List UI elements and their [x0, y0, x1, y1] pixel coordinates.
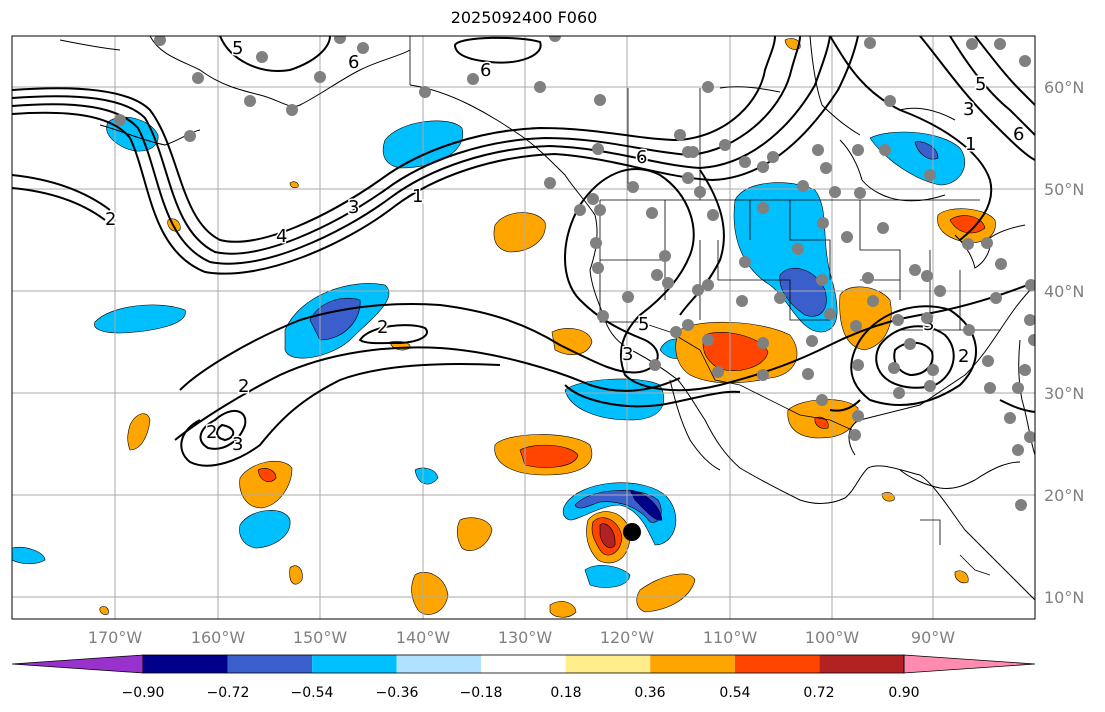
contour-label: 6: [480, 60, 491, 81]
contour-label: 2: [377, 317, 388, 338]
colorbar-tick: 0.90: [888, 685, 919, 701]
colorbar: [11, 654, 1036, 674]
contour-labels: 5 6 6 1 2 3 4 2 2 3 2 3 5 6 5 3 1 3 2 6: [104, 37, 1026, 457]
contour-label: 3: [963, 99, 974, 120]
colorbar-tick: 0.18: [550, 685, 581, 701]
colorbar-tick: −0.18: [460, 685, 503, 701]
station-dots: [114, 36, 1035, 511]
contour-label: 3: [622, 344, 633, 365]
longitude-labels: 170°W 160°W 150°W 140°W 130°W 120°W 110°…: [88, 628, 955, 647]
coastlines: [59, 36, 1035, 601]
lon-label: 160°W: [191, 628, 246, 647]
colorbar-segment: [734, 655, 820, 673]
contour-label: 2: [238, 376, 249, 397]
contour-label: 5: [232, 38, 243, 59]
colorbar-tick: 0.72: [803, 685, 834, 701]
lon-label: 120°W: [600, 628, 655, 647]
colorbar-tick: 0.54: [719, 685, 750, 701]
lat-label: 30°N: [1044, 384, 1084, 403]
lon-label: 130°W: [498, 628, 553, 647]
lat-label: 60°N: [1044, 78, 1084, 97]
contour-label: 6: [348, 52, 359, 73]
contour-lines: [12, 36, 1035, 467]
contour-label: 5: [638, 314, 649, 335]
lat-label: 50°N: [1044, 180, 1084, 199]
latitude-labels: 60°N 50°N 40°N 30°N 20°N 10°N: [1044, 78, 1084, 607]
contour-label: 3: [232, 434, 243, 455]
lat-label: 40°N: [1044, 282, 1084, 301]
colorbar-ticks: −0.90 −0.72 −0.54 −0.36 −0.18 0.18 0.36 …: [122, 685, 920, 701]
colorbar-extend-low: [11, 654, 144, 674]
colorbar-frame: [142, 654, 905, 674]
contour-label: 2: [958, 346, 969, 367]
lon-label: 90°W: [911, 628, 955, 647]
storm-center-marker: [623, 523, 641, 541]
contour-label: 3: [348, 197, 359, 218]
colorbar-segment: [396, 655, 482, 673]
contour-label: 2: [206, 422, 217, 443]
colorbar-extend-high: [903, 654, 1036, 674]
colorbar-tick: −0.54: [291, 685, 334, 701]
lon-label: 100°W: [805, 628, 860, 647]
colorbar-tick: −0.72: [207, 685, 250, 701]
map-frame: [11, 35, 1036, 620]
colorbar-segment: [481, 655, 566, 673]
lat-label: 20°N: [1044, 486, 1084, 505]
contour-label: 6: [1013, 124, 1024, 145]
colorbar-tick: −0.90: [122, 685, 165, 701]
contour-label: 1: [965, 134, 976, 155]
colorbar-segment: [312, 655, 397, 673]
map-area: 5 6 6 1 2 3 4 2 2 3 2 3 5 6 5 3 1 3 2 6: [12, 36, 1035, 619]
contour-label: 4: [276, 226, 287, 247]
colorbar-segment: [819, 655, 904, 673]
colorbar-segment: [565, 655, 651, 673]
colorbar-segment: [227, 655, 313, 673]
lon-label: 170°W: [88, 628, 143, 647]
colorbar-tick: −0.36: [376, 685, 419, 701]
contour-label: 2: [105, 209, 116, 230]
lon-label: 150°W: [293, 628, 348, 647]
colorbar-tick: 0.36: [634, 685, 665, 701]
lat-label: 10°N: [1044, 588, 1084, 607]
lon-label: 140°W: [396, 628, 451, 647]
contour-label: 5: [975, 74, 986, 95]
contour-label: 1: [412, 186, 423, 207]
colorbar-segment: [143, 655, 228, 673]
contour-label: 6: [636, 147, 647, 168]
map-title: 2025092400 F060: [450, 8, 598, 27]
colorbar-segment: [650, 655, 735, 673]
lon-label: 110°W: [703, 628, 758, 647]
